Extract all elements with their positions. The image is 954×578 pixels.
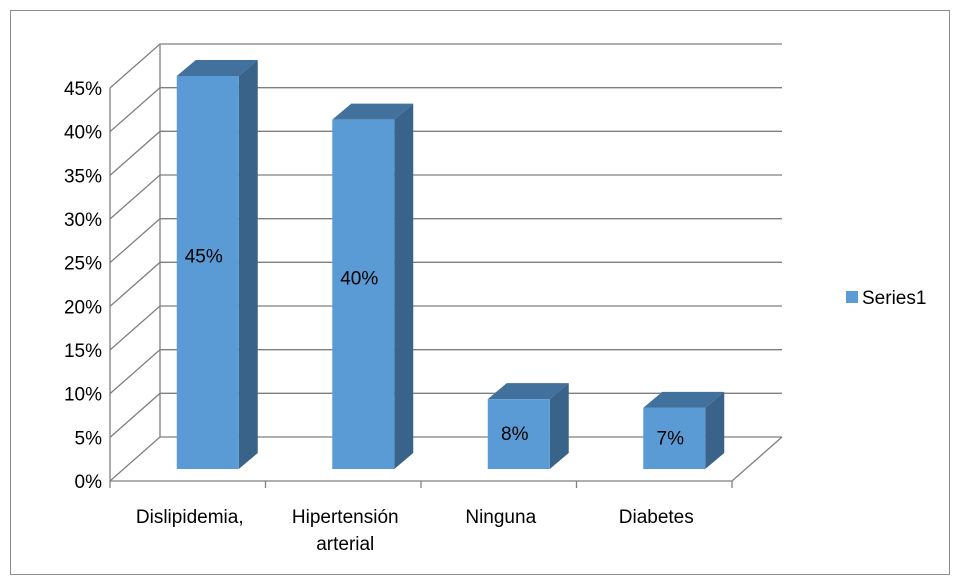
y-tick-label: 45% (64, 79, 102, 100)
y-tick-label: 35% (64, 166, 102, 187)
bar-front (487, 399, 550, 469)
data-label: 40% (340, 268, 378, 289)
data-label: 8% (501, 424, 529, 445)
y-tick-label: 40% (64, 123, 102, 144)
bars (176, 60, 725, 470)
bar-side (394, 103, 414, 470)
data-label: 45% (185, 247, 223, 268)
bar-top (332, 103, 414, 120)
legend: Series1 (846, 288, 926, 309)
bar-top (487, 383, 569, 400)
bar-front (176, 76, 239, 469)
legend-swatch (846, 291, 858, 303)
bar (332, 103, 414, 470)
y-tick-label: 10% (64, 385, 102, 406)
bar-side (238, 60, 258, 469)
bar-top (643, 391, 725, 408)
y-tick-label: 20% (64, 297, 102, 318)
x-tick-label: Diabetes (619, 507, 694, 528)
bar-front (332, 119, 395, 470)
x-tick-label: Ninguna (465, 507, 536, 528)
y-tick-label: 25% (64, 254, 102, 275)
bar-front (643, 407, 706, 469)
y-tick-label: 30% (64, 210, 102, 231)
bar (487, 383, 569, 469)
bar (643, 391, 725, 469)
labels: 0% 5% 10% 15% 20% 25% 30% 35% 40% 45% 45% 40% 8% 7% Di… (64, 79, 694, 555)
bar-side (549, 383, 569, 469)
bar (176, 60, 258, 469)
x-tick-label: Hipertensión arterial (292, 507, 399, 555)
bar-side (705, 391, 725, 469)
bar-top (176, 60, 258, 76)
x-tick-label: Dislipidemia, (136, 507, 244, 528)
y-tick-label: 0% (75, 472, 103, 493)
y-tick-label: 5% (75, 428, 103, 449)
axes (109, 44, 783, 488)
data-label: 7% (657, 428, 685, 449)
legend-label: Series1 (862, 288, 926, 309)
y-tick-label: 15% (64, 341, 102, 362)
